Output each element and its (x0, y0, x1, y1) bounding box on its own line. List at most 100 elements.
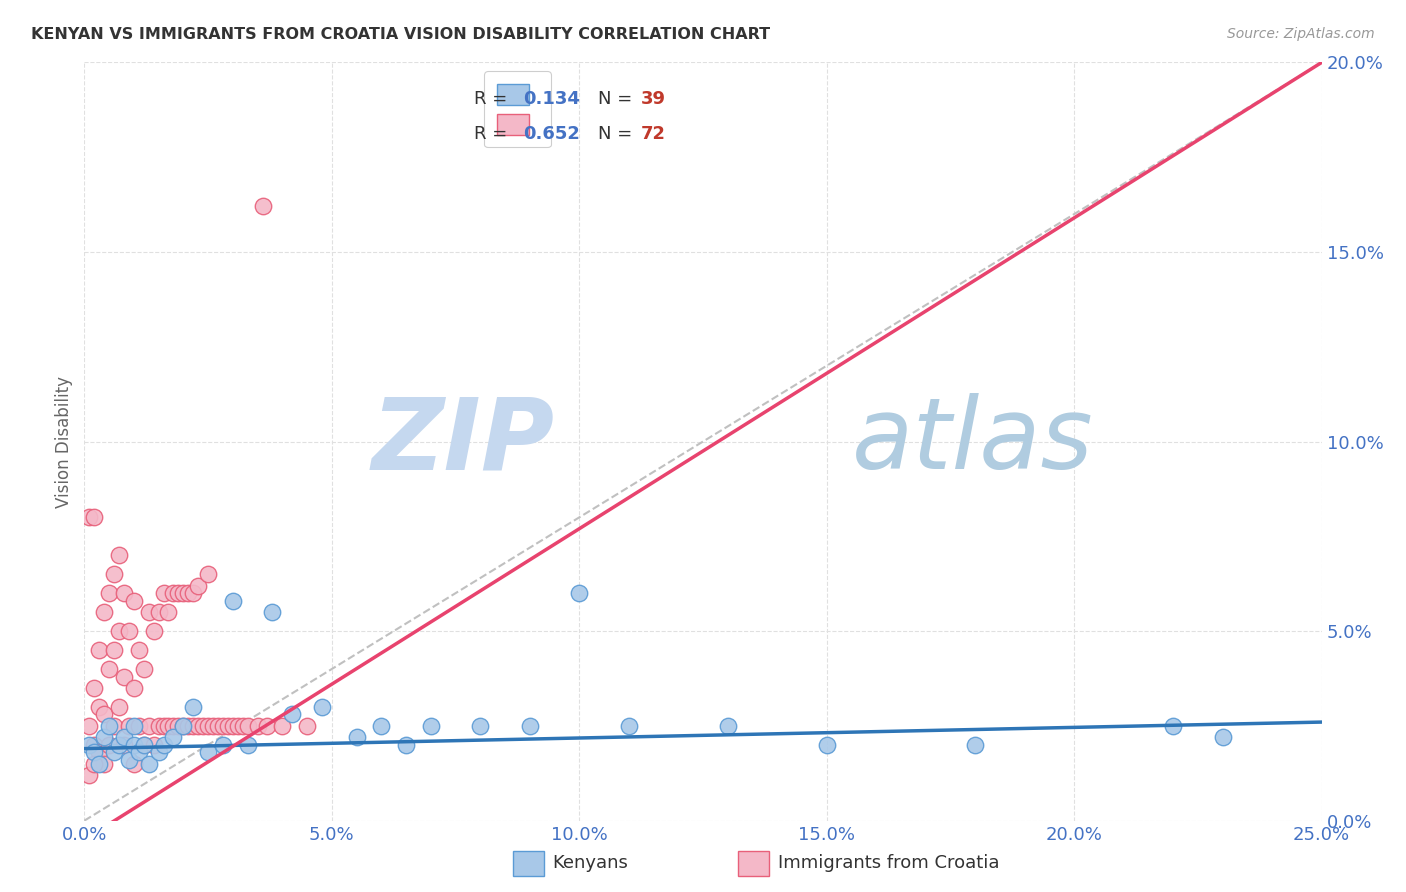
Text: ZIP: ZIP (371, 393, 554, 490)
Point (717, 719, 740, 733)
Point (172, 719, 194, 733)
Point (108, 624, 131, 639)
Point (128, 643, 150, 657)
Point (226, 719, 249, 733)
Point (89, 643, 111, 657)
Point (181, 586, 204, 600)
Point (118, 719, 141, 733)
Point (181, 699, 204, 714)
Point (222, 594, 245, 608)
Point (217, 719, 239, 733)
Point (83, 681, 105, 695)
Point (112, 738, 135, 752)
Point (103, 567, 125, 582)
Point (138, 719, 160, 733)
Point (167, 586, 190, 600)
Point (346, 730, 368, 744)
Point (103, 746, 125, 760)
Point (138, 605, 160, 619)
Point (256, 719, 278, 733)
Point (112, 586, 135, 600)
Point (103, 719, 125, 733)
Point (79, 738, 101, 752)
Point (112, 730, 135, 744)
Point (108, 738, 131, 752)
Point (152, 719, 174, 733)
Point (132, 662, 155, 676)
Point (148, 605, 170, 619)
Point (162, 730, 184, 744)
Y-axis label: Vision Disability: Vision Disability (55, 376, 73, 508)
Point (148, 746, 170, 760)
Text: 0.134: 0.134 (523, 90, 581, 108)
Point (122, 738, 145, 752)
Point (271, 719, 294, 733)
Point (93, 730, 115, 744)
Point (93, 756, 115, 771)
Point (172, 586, 194, 600)
Text: 72: 72 (641, 126, 666, 144)
Point (132, 738, 155, 752)
Point (1161, 719, 1184, 733)
Point (83, 738, 105, 752)
Point (152, 586, 174, 600)
Point (83, 510, 105, 524)
Text: Immigrants from Croatia: Immigrants from Croatia (778, 855, 1000, 872)
Point (142, 738, 165, 752)
Point (83, 756, 105, 771)
Point (281, 707, 304, 722)
Point (172, 719, 194, 733)
Point (122, 719, 145, 733)
Point (187, 719, 209, 733)
Point (128, 719, 150, 733)
Point (103, 643, 125, 657)
Point (152, 738, 174, 752)
Point (89, 756, 111, 771)
Point (138, 756, 160, 771)
Point (157, 605, 180, 619)
Point (191, 719, 214, 733)
Point (108, 699, 131, 714)
Point (965, 738, 987, 752)
Point (197, 746, 219, 760)
Point (162, 719, 184, 733)
Point (470, 719, 492, 733)
Point (252, 199, 274, 213)
Point (122, 756, 145, 771)
Text: 39: 39 (641, 90, 666, 108)
Point (108, 548, 131, 563)
Point (157, 719, 180, 733)
Point (83, 746, 105, 760)
Point (197, 567, 219, 582)
Point (167, 719, 190, 733)
Text: N =: N = (598, 90, 638, 108)
Point (815, 738, 838, 752)
Point (177, 719, 200, 733)
Point (617, 719, 640, 733)
Point (148, 719, 170, 733)
Point (222, 719, 245, 733)
Text: Kenyans: Kenyans (553, 855, 628, 872)
Point (89, 746, 111, 760)
Point (177, 586, 200, 600)
Text: Source: ZipAtlas.com: Source: ZipAtlas.com (1227, 27, 1375, 41)
Point (93, 707, 115, 722)
Point (1212, 730, 1234, 744)
Point (212, 719, 235, 733)
Legend: , : , (484, 71, 551, 147)
Point (212, 738, 235, 752)
Point (98, 719, 121, 733)
Point (79, 719, 101, 733)
Point (132, 738, 155, 752)
Point (98, 586, 121, 600)
Text: R =: R = (474, 90, 513, 108)
Point (118, 624, 141, 639)
Point (519, 719, 541, 733)
Point (122, 681, 145, 695)
Point (112, 669, 135, 684)
Point (236, 738, 259, 752)
Point (262, 605, 284, 619)
Point (311, 699, 333, 714)
Point (181, 719, 204, 733)
Point (89, 699, 111, 714)
